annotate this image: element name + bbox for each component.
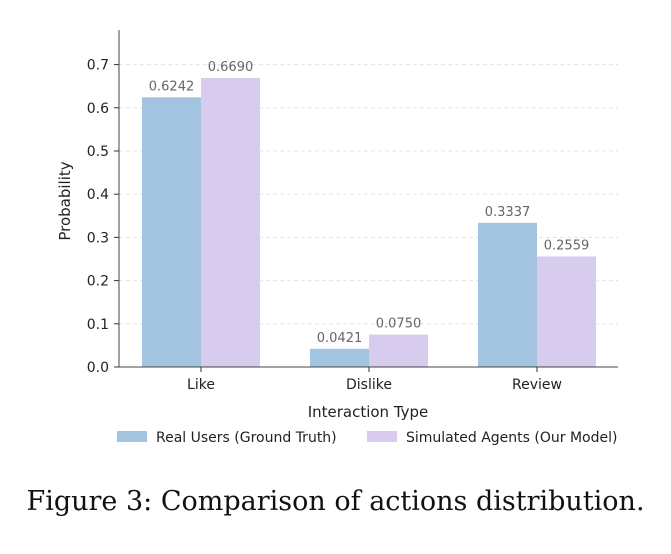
- x-tick-label: Review: [512, 377, 562, 393]
- y-tick-label: 0.3: [87, 230, 109, 246]
- legend-label: Simulated Agents (Our Model): [406, 430, 617, 446]
- legend-swatch: [117, 431, 147, 442]
- y-tick-label: 0.7: [87, 58, 109, 74]
- bar-value-label: 0.2559: [544, 238, 590, 253]
- x-ticks: Like Dislike Review: [187, 367, 562, 393]
- bar-chart: 0.6242 0.6690 0.0421 0.0750 0.3337 0.2559 0.0…: [56, 30, 618, 446]
- y-tick-label: 0.0: [87, 360, 109, 376]
- y-tick-label: 0.6: [87, 101, 109, 117]
- bar-like-series-1: [142, 97, 201, 367]
- y-tick-label: 0.1: [87, 317, 109, 333]
- figure-caption: Figure 3: Comparison of actions distribu…: [26, 486, 645, 517]
- legend: Real Users (Ground Truth) Simulated Agent…: [117, 430, 617, 446]
- bar-value-label: 0.0421: [317, 331, 363, 346]
- bar-value-label: 0.3337: [485, 205, 531, 220]
- bar-review-series-1: [478, 222, 537, 367]
- y-tick-label: 0.4: [87, 187, 109, 203]
- y-axis-label: Probability: [56, 161, 74, 240]
- value-labels: 0.6242 0.6690 0.0421 0.0750 0.3337 0.2559: [149, 60, 590, 346]
- bars: [142, 77, 596, 367]
- bar-value-label: 0.6242: [149, 79, 195, 94]
- bar-dislike-series-2: [369, 334, 428, 367]
- bar-review-series-2: [537, 256, 596, 367]
- bar-like-series-2: [201, 77, 260, 367]
- y-tick-label: 0.2: [87, 274, 109, 290]
- legend-swatch: [367, 431, 397, 442]
- bar-dislike-series-1: [310, 348, 369, 367]
- x-tick-label: Like: [187, 377, 215, 393]
- bar-value-label: 0.6690: [208, 60, 254, 75]
- x-axis-label: Interaction Type: [308, 403, 429, 421]
- legend-label: Real Users (Ground Truth): [156, 430, 337, 446]
- y-ticks: 0.0 0.1 0.2 0.3 0.4 0.5 0.6 0.7: [87, 58, 119, 376]
- bar-value-label: 0.0750: [376, 317, 422, 332]
- x-tick-label: Dislike: [346, 377, 392, 393]
- y-tick-label: 0.5: [87, 144, 109, 160]
